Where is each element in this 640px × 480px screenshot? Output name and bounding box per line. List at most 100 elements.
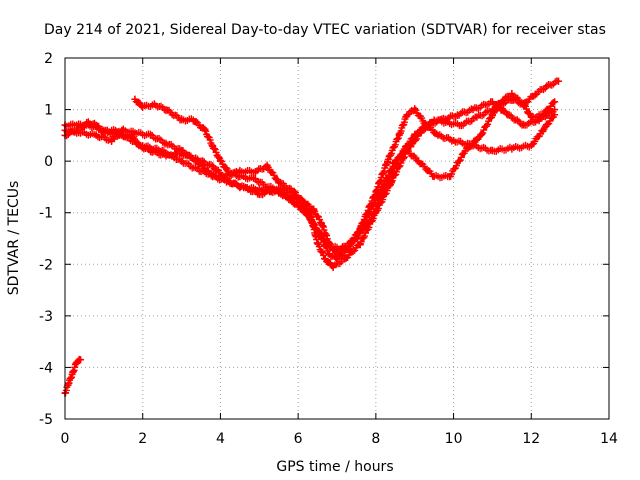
data-point xyxy=(520,121,528,129)
data-point xyxy=(209,142,217,150)
data-point xyxy=(508,90,516,98)
x-tick-label: 14 xyxy=(600,431,618,447)
x-tick-label: 8 xyxy=(371,431,380,447)
data-point xyxy=(395,131,403,139)
data-point xyxy=(477,131,485,139)
data-point xyxy=(360,219,368,227)
x-tick-label: 0 xyxy=(61,431,70,447)
data-point xyxy=(321,255,329,263)
data-point xyxy=(387,178,395,186)
data-point xyxy=(294,193,302,201)
data-point xyxy=(77,356,85,364)
data-point xyxy=(286,196,294,204)
y-tick-label: -3 xyxy=(39,309,53,325)
series-arc-2 xyxy=(61,98,559,253)
data-point xyxy=(453,111,461,119)
data-point xyxy=(469,106,477,114)
data-point xyxy=(197,157,205,165)
data-point xyxy=(488,106,496,114)
data-point xyxy=(65,379,73,387)
data-point xyxy=(504,111,512,119)
data-point xyxy=(275,178,283,186)
data-point xyxy=(461,147,469,155)
data-point xyxy=(551,106,559,114)
data-point xyxy=(527,113,535,121)
x-tick-label: 6 xyxy=(294,431,303,447)
data-point xyxy=(139,103,147,111)
data-point xyxy=(488,147,496,155)
data-point xyxy=(508,144,516,152)
y-tick-label: -1 xyxy=(39,206,53,222)
data-point xyxy=(391,157,399,165)
data-point xyxy=(531,90,539,98)
data-point xyxy=(457,121,465,129)
data-point xyxy=(162,106,170,114)
data-point xyxy=(430,173,438,181)
data-point xyxy=(115,131,123,139)
data-point xyxy=(84,121,92,129)
data-point xyxy=(325,240,333,248)
x-axis-label: GPS time / hours xyxy=(276,459,393,475)
data-point xyxy=(473,113,481,121)
data-point xyxy=(376,188,384,196)
y-tick-label: -4 xyxy=(39,360,53,376)
data-point xyxy=(520,100,528,108)
data-point xyxy=(543,82,551,90)
data-series xyxy=(61,77,562,397)
data-point xyxy=(251,175,259,183)
data-point xyxy=(178,116,186,124)
marker-trace xyxy=(61,98,559,253)
data-point xyxy=(92,131,100,139)
plot-frame xyxy=(64,57,610,420)
data-point xyxy=(263,162,271,170)
data-point xyxy=(434,131,442,139)
data-point xyxy=(251,167,259,175)
data-point xyxy=(415,157,423,165)
data-point xyxy=(255,191,263,199)
data-point xyxy=(240,183,248,191)
chart-title: Day 214 of 2021, Sidereal Day-to-day VTE… xyxy=(44,22,606,38)
y-tick-label: -5 xyxy=(39,412,53,428)
data-point xyxy=(73,358,81,366)
x-tick-label: 4 xyxy=(216,431,225,447)
y-tick-label: 2 xyxy=(44,51,53,67)
data-point xyxy=(446,173,454,181)
data-point xyxy=(329,263,337,271)
data-point xyxy=(314,240,322,248)
data-point xyxy=(418,126,426,134)
data-point xyxy=(178,157,186,165)
y-tick-label: 0 xyxy=(44,154,53,170)
data-point xyxy=(119,126,127,134)
data-point xyxy=(450,137,458,145)
data-point xyxy=(108,137,116,145)
data-point xyxy=(162,152,170,160)
y-axis-label: SDTVAR / TECUs xyxy=(6,181,22,296)
data-point xyxy=(146,131,154,139)
data-point xyxy=(135,142,143,150)
data-point xyxy=(345,242,353,250)
data-point xyxy=(131,95,139,103)
data-point xyxy=(403,111,411,119)
x-tick-label: 10 xyxy=(445,431,463,447)
data-point xyxy=(279,186,287,194)
data-point xyxy=(162,139,170,147)
data-point xyxy=(411,106,419,114)
series-arc-4 xyxy=(131,89,559,258)
data-point xyxy=(150,100,158,108)
data-point xyxy=(488,98,496,106)
data-point xyxy=(73,121,81,129)
x-tick-label: 2 xyxy=(138,431,147,447)
data-point xyxy=(539,126,547,134)
data-point xyxy=(224,167,232,175)
data-point xyxy=(209,173,217,181)
data-point xyxy=(341,255,349,263)
data-point xyxy=(551,98,559,106)
data-point xyxy=(539,111,547,119)
data-point xyxy=(224,178,232,186)
data-point xyxy=(216,157,224,165)
data-point xyxy=(317,219,325,227)
data-point xyxy=(209,162,217,170)
data-point xyxy=(236,173,244,181)
